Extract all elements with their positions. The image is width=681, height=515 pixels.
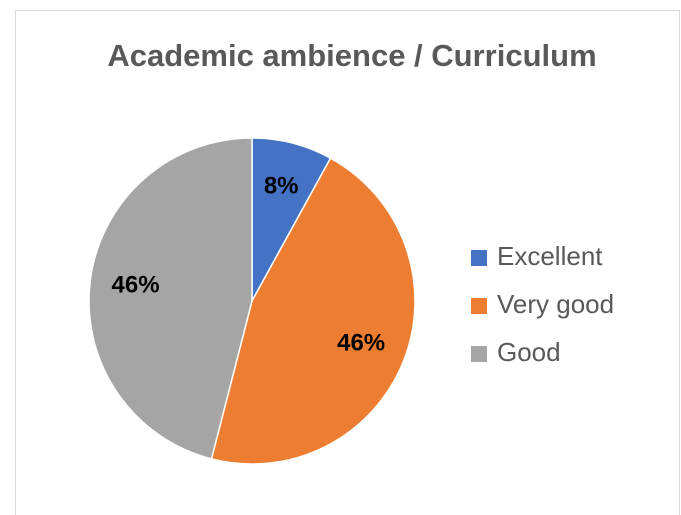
- legend-swatch: [471, 250, 487, 266]
- chart-title: Academic ambience / Curriculum: [107, 38, 596, 73]
- legend-swatch: [471, 346, 487, 362]
- legend-swatch: [471, 298, 487, 314]
- legend-label: Excellent: [497, 241, 603, 271]
- data-label: 46%: [337, 330, 385, 357]
- data-label: 46%: [112, 272, 160, 299]
- data-label: 8%: [264, 173, 299, 200]
- pie-slice: [88, 137, 253, 460]
- legend-label: Good: [497, 337, 561, 367]
- pie-slice: [210, 157, 416, 465]
- legend-label: Very good: [497, 289, 614, 319]
